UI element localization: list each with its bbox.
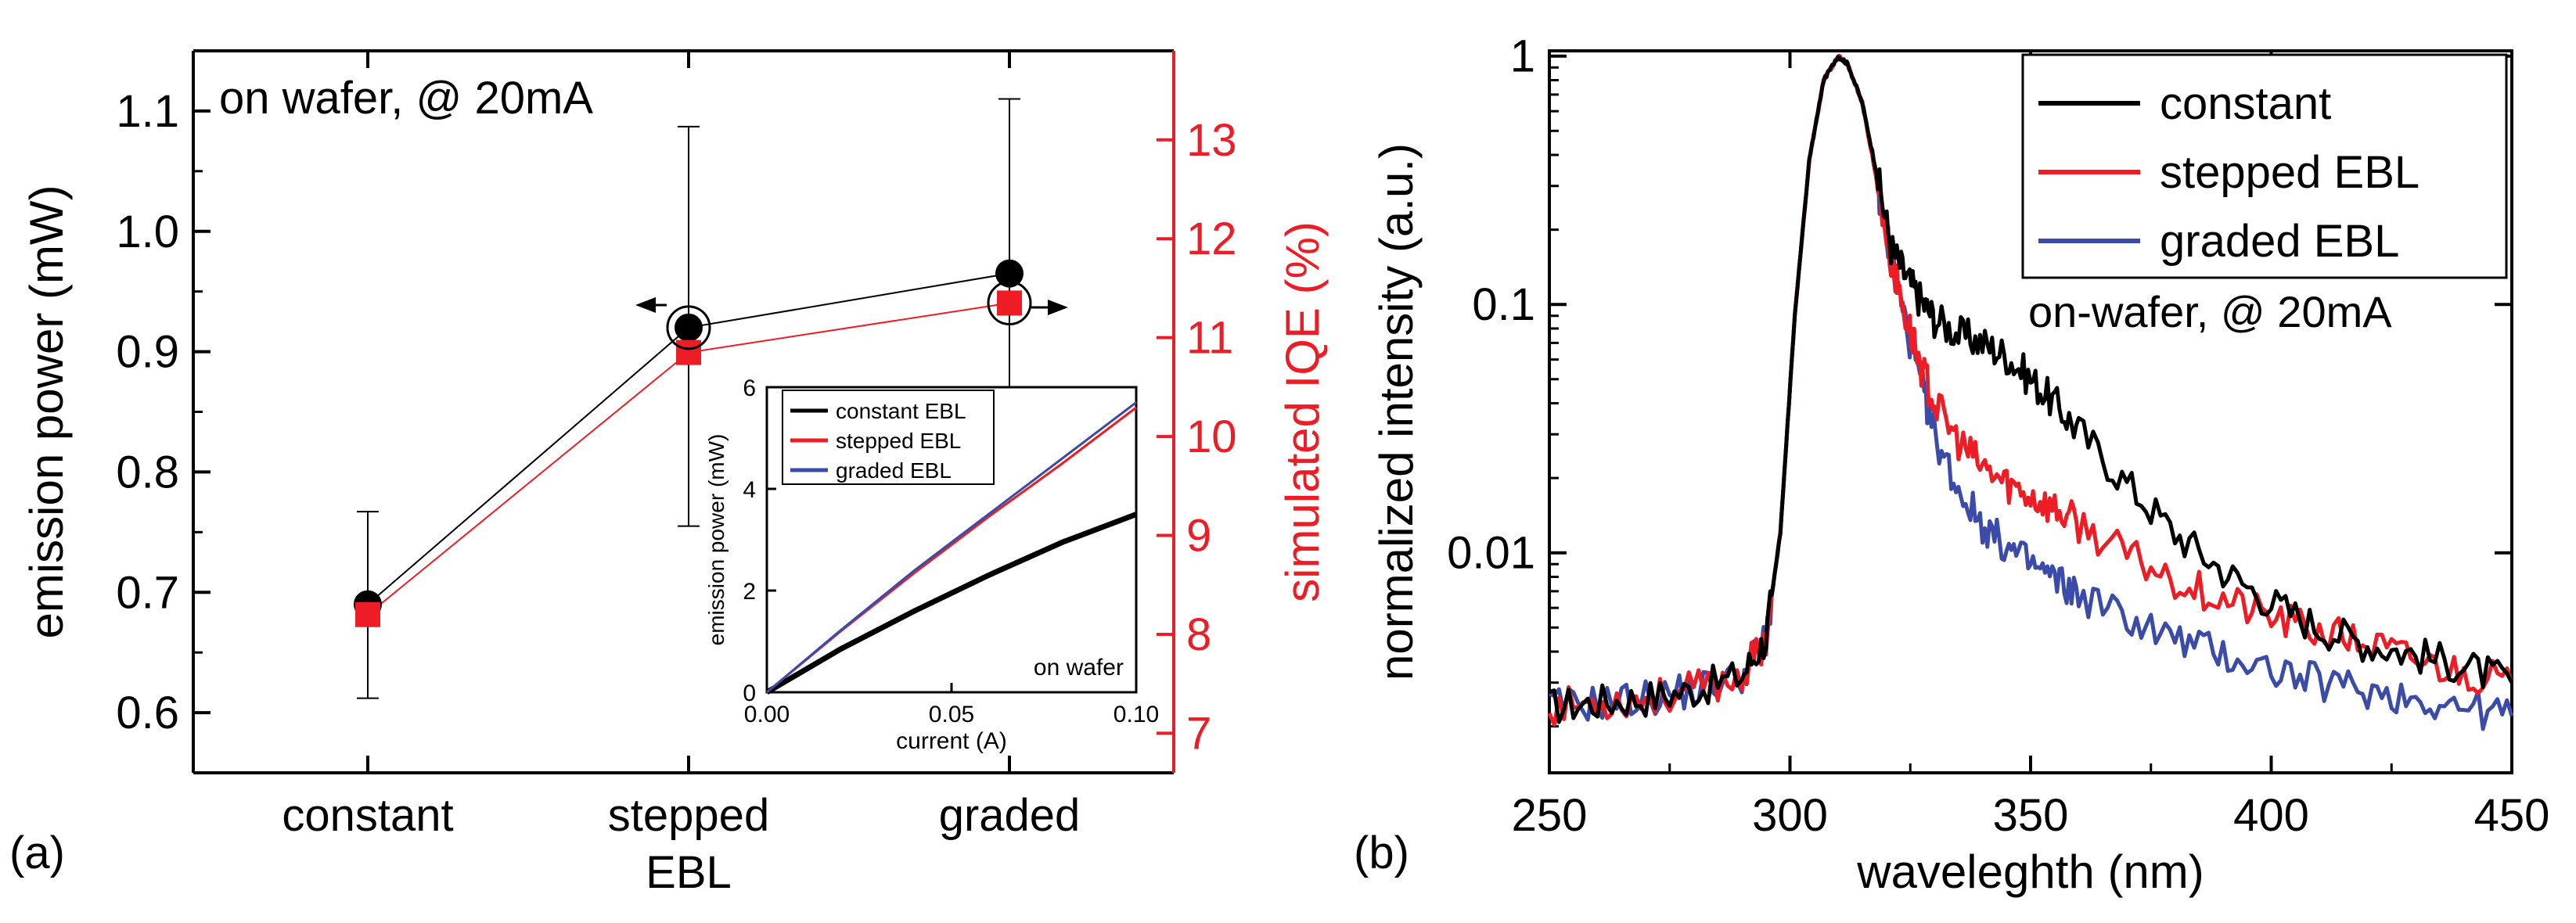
arrow-left-head — [635, 297, 656, 313]
y2-tick-label: 13 — [1186, 115, 1237, 166]
emission-power-point — [995, 259, 1024, 288]
y-tick-label: 0.01 — [1447, 528, 1535, 579]
annotation-text: on-wafer, @ 20mA — [2028, 287, 2392, 336]
panel-label: (b) — [1354, 828, 1409, 878]
panel-label: (a) — [9, 828, 65, 878]
y-axis-label: emission power (mW) — [20, 185, 73, 638]
iqe-point — [676, 339, 701, 365]
panel-a-chart: 0.6 0.7 0.8 0.9 1.0 1.1 7 8 9 10 11 12 13 constant ste… — [9, 49, 1329, 898]
y2-axis-label: simulated IQE (%) — [1276, 221, 1329, 602]
arrow-right-head — [1048, 300, 1068, 315]
inset-x-tick-label: 0.10 — [1114, 702, 1159, 727]
series-line — [1549, 55, 2514, 724]
x-tick-label: 350 — [1993, 790, 2069, 841]
y2-tick-label: 12 — [1186, 214, 1237, 264]
x-tick-label: graded — [939, 790, 1081, 841]
emission-power-point — [675, 313, 703, 342]
inset-legend-label: stepped EBL — [836, 429, 961, 453]
axis-indicator-circle-left — [666, 305, 711, 350]
y2-tick-label: 11 — [1186, 313, 1233, 364]
x-axis-label: waveleghth (nm) — [1856, 846, 2204, 898]
legend-label: stepped EBL — [2160, 147, 2419, 198]
inset-legend-label: graded EBL — [836, 458, 952, 483]
y-axis-label: normalized intensity (a.u.) — [1370, 143, 1423, 681]
inset-series-line — [765, 512, 1138, 695]
inset-y-axis-label: emission power (mW) — [704, 434, 729, 646]
y-tick-label: 0.6 — [116, 688, 179, 738]
y-tick-label: 1.1 — [116, 86, 179, 137]
y-tick-label: 0.9 — [116, 327, 179, 378]
y-tick-label: 1.0 — [116, 207, 179, 257]
inset-x-tick-label: 0.00 — [744, 702, 790, 727]
y-tick-label: 0.7 — [116, 567, 179, 618]
inset-y-tick-label: 0 — [743, 681, 756, 706]
y2-tick-label: 9 — [1186, 511, 1211, 562]
panel-b-chart: 250 300 350 400 450 0.01 0.1 1 normalized intens… — [1354, 31, 2549, 898]
y-tick-label: 1 — [1510, 31, 1535, 82]
y2-tick-label: 10 — [1186, 411, 1237, 462]
inset-legend-label: constant EBL — [836, 399, 966, 423]
legend-box — [2021, 53, 2508, 279]
annotation-text: on wafer, @ 20mA — [219, 73, 593, 124]
inset-x-tick-label: 0.05 — [929, 702, 974, 727]
y2-tick-label: 8 — [1186, 609, 1211, 660]
y2-tick-label: 7 — [1186, 708, 1211, 759]
x-tick-label: stepped — [608, 790, 769, 841]
x-tick-label: EBL — [646, 847, 732, 898]
x-tick-label: constant — [282, 790, 453, 841]
iqe-point — [355, 602, 380, 627]
legend-label: constant — [2160, 78, 2331, 129]
inset-y-tick-label: 6 — [743, 375, 756, 401]
x-tick-label: 450 — [2474, 790, 2550, 841]
legend-label: graded EBL — [2160, 216, 2399, 267]
axis-indicator-circle-right — [987, 280, 1032, 325]
x-tick-label: 300 — [1752, 790, 1828, 841]
y-tick-label: 0.8 — [116, 447, 179, 497]
x-tick-label: 250 — [1512, 790, 1588, 841]
y-tick-label: 0.1 — [1472, 279, 1535, 330]
inset-y-tick-label: 4 — [743, 477, 756, 503]
inset-annotation: on wafer — [1034, 655, 1124, 681]
iqe-point — [997, 290, 1022, 316]
inset-x-axis-label: current (A) — [896, 728, 1007, 754]
inset-series-line — [766, 401, 1137, 694]
x-tick-label: 400 — [2233, 790, 2309, 841]
inset-y-tick-label: 2 — [743, 579, 756, 605]
